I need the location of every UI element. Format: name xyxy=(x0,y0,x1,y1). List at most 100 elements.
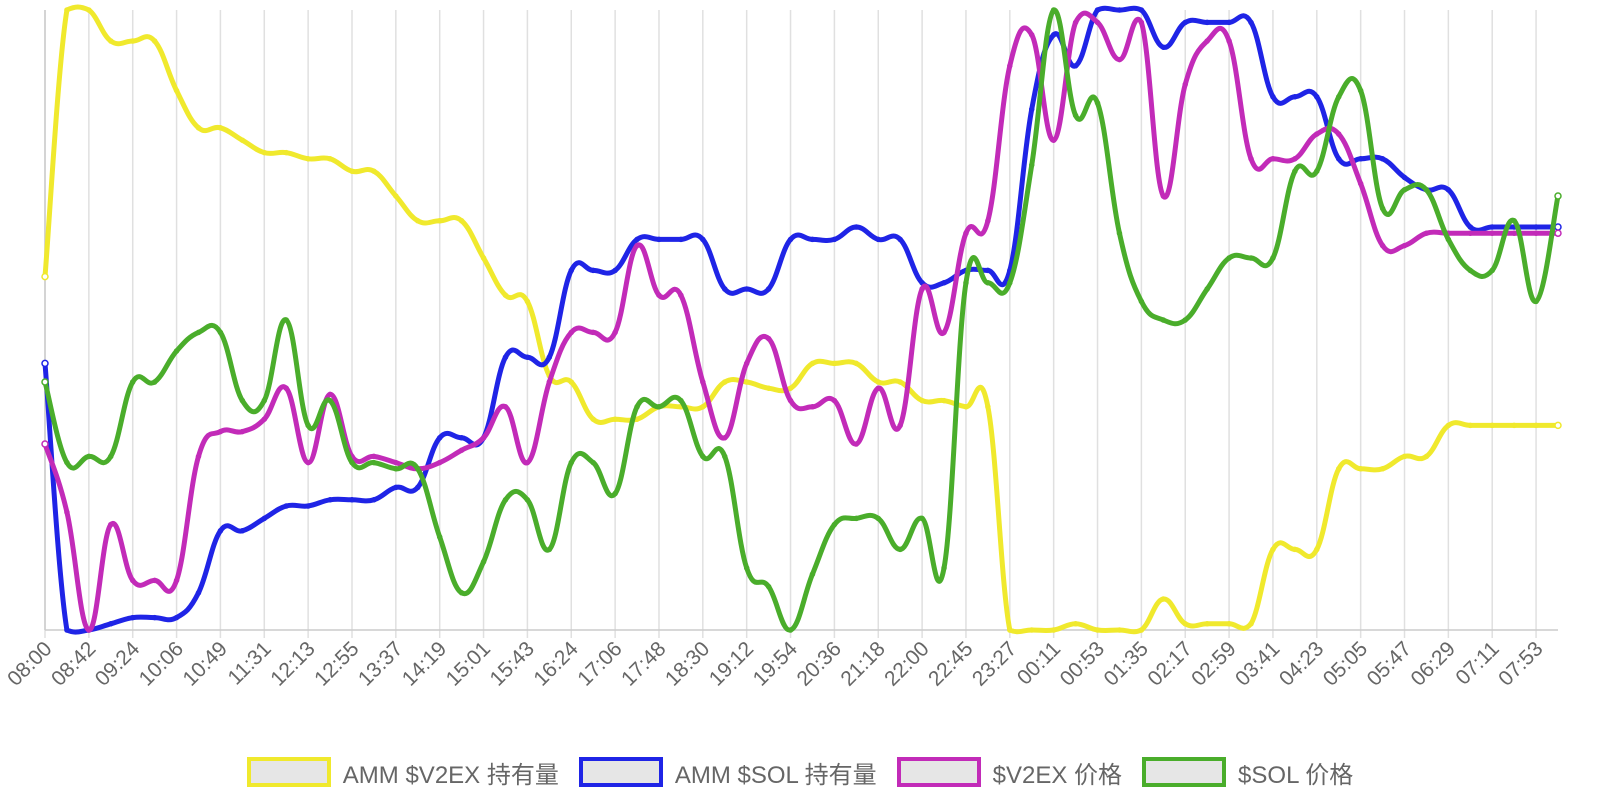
data-point[interactable] xyxy=(1160,596,1167,602)
data-point[interactable] xyxy=(1094,627,1101,633)
data-point[interactable] xyxy=(502,292,509,298)
data-point[interactable] xyxy=(963,280,969,286)
data-point[interactable] xyxy=(743,565,750,571)
data-point[interactable] xyxy=(897,546,903,553)
data-point[interactable] xyxy=(985,280,991,286)
data-point[interactable] xyxy=(1050,7,1057,13)
data-point[interactable] xyxy=(129,577,136,584)
data-point[interactable] xyxy=(1423,230,1430,236)
data-point[interactable] xyxy=(195,329,202,336)
data-point[interactable] xyxy=(129,38,136,44)
data-point[interactable] xyxy=(261,397,268,404)
data-point[interactable] xyxy=(831,236,838,243)
data-point[interactable] xyxy=(1489,267,1495,274)
data-point[interactable] xyxy=(787,385,794,391)
data-point[interactable] xyxy=(985,218,991,224)
data-point[interactable] xyxy=(612,490,618,497)
data-point[interactable] xyxy=(656,292,662,298)
data-point[interactable] xyxy=(1401,453,1408,460)
data-point[interactable] xyxy=(261,416,268,422)
data-point[interactable] xyxy=(108,521,114,528)
data-point[interactable] xyxy=(1445,187,1452,193)
data-point[interactable] xyxy=(1226,38,1232,44)
data-point[interactable] xyxy=(1094,7,1101,13)
data-point[interactable] xyxy=(393,193,399,199)
data-point[interactable] xyxy=(897,236,903,243)
data-point[interactable] xyxy=(1445,236,1452,243)
data-point[interactable] xyxy=(1050,627,1057,633)
data-point[interactable] xyxy=(239,137,246,143)
data-point[interactable] xyxy=(831,360,838,367)
data-point[interactable] xyxy=(1335,466,1342,472)
data-point[interactable] xyxy=(1270,94,1276,100)
data-point[interactable] xyxy=(1401,187,1408,193)
data-point[interactable] xyxy=(305,156,311,162)
data-point[interactable] xyxy=(1182,81,1188,88)
data-point[interactable] xyxy=(480,559,487,565)
data-point[interactable] xyxy=(173,87,180,94)
data-point[interactable] xyxy=(1401,174,1408,181)
data-point[interactable] xyxy=(1292,94,1298,100)
data-point[interactable] xyxy=(809,236,816,243)
data-point[interactable] xyxy=(875,385,881,391)
data-point[interactable] xyxy=(897,422,903,429)
data-point[interactable] xyxy=(590,459,596,466)
data-point[interactable] xyxy=(612,329,618,336)
data-point[interactable] xyxy=(1226,255,1232,261)
data-point[interactable] xyxy=(1182,317,1188,323)
data-point[interactable] xyxy=(349,168,355,174)
data-point[interactable] xyxy=(1094,19,1101,26)
data-point[interactable] xyxy=(151,38,158,44)
data-point[interactable] xyxy=(1072,63,1079,69)
legend-item-amm-sol[interactable]: AMM $SOL 持有量 xyxy=(578,755,877,790)
data-point[interactable] xyxy=(831,397,838,404)
data-point[interactable] xyxy=(458,218,465,224)
data-point[interactable] xyxy=(1357,466,1364,472)
data-point[interactable] xyxy=(393,459,399,466)
data-point[interactable] xyxy=(393,466,399,472)
data-point[interactable] xyxy=(129,614,136,621)
data-point[interactable] xyxy=(1138,19,1145,26)
data-point[interactable] xyxy=(86,627,92,633)
data-point[interactable] xyxy=(1248,621,1254,627)
data-point[interactable] xyxy=(327,391,333,398)
data-point[interactable] xyxy=(1554,223,1562,231)
data-point[interactable] xyxy=(1314,546,1320,553)
data-point[interactable] xyxy=(1248,156,1254,162)
data-point[interactable] xyxy=(612,267,618,274)
data-point[interactable] xyxy=(1270,156,1276,162)
data-point[interactable] xyxy=(1292,546,1298,553)
data-point[interactable] xyxy=(634,236,640,243)
data-point[interactable] xyxy=(700,379,706,385)
data-point[interactable] xyxy=(853,515,860,522)
data-point[interactable] xyxy=(1423,187,1430,193)
data-point[interactable] xyxy=(1050,137,1057,143)
data-point[interactable] xyxy=(568,459,575,466)
data-point[interactable] xyxy=(765,335,772,342)
data-point[interactable] xyxy=(546,546,553,553)
data-point[interactable] xyxy=(897,379,903,385)
data-point[interactable] xyxy=(1094,100,1101,106)
data-point[interactable] xyxy=(1204,19,1210,26)
legend-item-v2ex-price[interactable]: $V2EX 价格 xyxy=(896,755,1122,790)
data-point[interactable] xyxy=(195,590,202,596)
data-point[interactable] xyxy=(1357,156,1364,162)
data-point[interactable] xyxy=(722,453,728,460)
data-point[interactable] xyxy=(1116,627,1123,633)
data-point[interactable] xyxy=(173,614,180,621)
data-point[interactable] xyxy=(700,453,706,460)
data-point[interactable] xyxy=(1028,106,1035,112)
data-point[interactable] xyxy=(108,38,114,44)
data-point[interactable] xyxy=(1467,422,1474,429)
data-point[interactable] xyxy=(305,459,311,466)
data-point[interactable] xyxy=(1226,621,1232,627)
data-point[interactable] xyxy=(1072,621,1079,627)
data-point[interactable] xyxy=(524,354,531,360)
data-point[interactable] xyxy=(1511,230,1517,236)
data-point[interactable] xyxy=(1182,19,1188,26)
data-point[interactable] xyxy=(1314,94,1320,100)
data-point[interactable] xyxy=(1007,63,1013,69)
data-point[interactable] xyxy=(612,416,618,422)
data-point[interactable] xyxy=(1072,19,1079,26)
data-point[interactable] xyxy=(217,528,224,534)
